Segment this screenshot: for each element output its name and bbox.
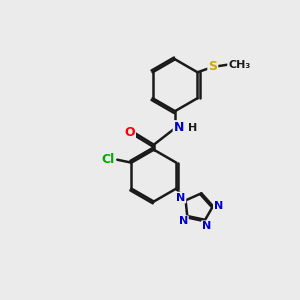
Text: Cl: Cl xyxy=(102,153,115,166)
Text: N: N xyxy=(214,201,223,211)
Text: N: N xyxy=(178,216,188,226)
Text: O: O xyxy=(124,125,135,139)
Text: N: N xyxy=(202,221,211,231)
Text: N: N xyxy=(174,121,184,134)
Text: CH₃: CH₃ xyxy=(228,60,250,70)
Text: H: H xyxy=(188,123,197,133)
Text: N: N xyxy=(176,193,185,202)
Text: S: S xyxy=(208,61,217,74)
